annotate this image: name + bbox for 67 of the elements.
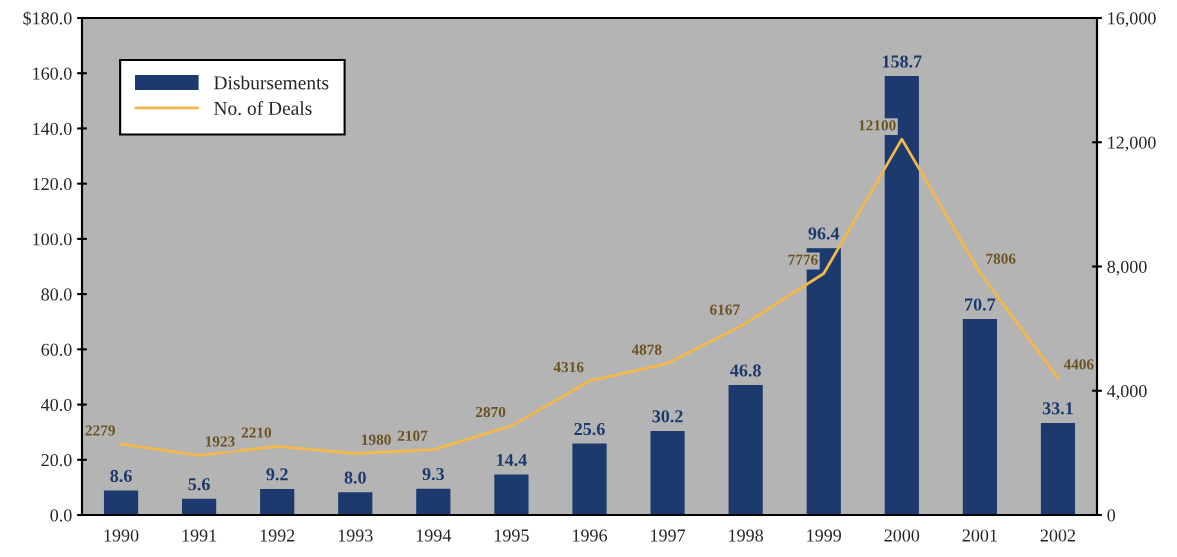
bar	[103, 490, 139, 515]
data-label: 6167	[710, 304, 740, 315]
data-label: 46.8	[730, 364, 761, 377]
y2-tick-label: 0	[1107, 509, 1116, 522]
data-label: 96.4	[808, 227, 840, 240]
data-label: 4878	[631, 344, 662, 355]
data-label: 14.4	[497, 453, 527, 467]
legend-label: No. of Deals	[214, 101, 312, 115]
y-tick-label: 20.0	[41, 454, 72, 467]
y2-tick-label: 8,000	[1107, 260, 1147, 276]
x-tick-label: 1999	[807, 529, 842, 542]
x-tick-label: 1992	[260, 529, 295, 542]
data-label: 4406	[1063, 359, 1094, 370]
bar	[338, 492, 373, 515]
y-tick-label: 120.0	[33, 177, 72, 191]
x-tick-label: 1994	[416, 529, 452, 542]
data-label: 1980	[362, 434, 391, 445]
data-label: 2279	[85, 425, 115, 436]
data-label: 4316	[553, 362, 584, 373]
data-label: 70.7	[965, 298, 996, 311]
y-tick-label: 40.0	[41, 398, 72, 412]
data-label: 12100	[859, 120, 896, 131]
data-label: 1923	[205, 436, 235, 447]
x-tick-label: 1993	[338, 529, 373, 542]
x-tick-label: 1996	[573, 529, 608, 542]
data-label: 8.6	[110, 469, 132, 483]
bar	[728, 385, 763, 515]
data-label: 8.0	[344, 471, 366, 484]
data-label: 30.2	[652, 410, 683, 423]
data-label: 2210	[241, 427, 272, 438]
bar	[572, 443, 607, 515]
bar	[260, 488, 295, 515]
y-tick-label: 60.0	[41, 343, 72, 356]
data-label: 5.6	[188, 478, 210, 491]
x-tick-label: 2001	[962, 529, 997, 542]
y-tick-label: 100.0	[33, 233, 72, 246]
y2-tick-label: 12,000	[1108, 136, 1156, 152]
y2-tick-label: 16,000	[1108, 12, 1156, 28]
bar	[416, 488, 451, 515]
data-label: 158.7	[882, 55, 922, 68]
legend-label: Disbursements	[214, 75, 329, 90]
x-tick-label: 2002	[1040, 529, 1076, 542]
y-tick-label: 140.0	[33, 122, 72, 135]
bar	[1040, 422, 1076, 515]
x-tick-label: 1997	[651, 529, 686, 542]
x-tick-label: 1995	[494, 529, 529, 542]
x-tick-label: 2000	[884, 529, 920, 542]
data-label: 9.2	[266, 468, 288, 481]
bar	[962, 319, 997, 515]
x-tick-label: 1990	[104, 529, 139, 542]
data-label: 2107	[397, 430, 428, 441]
bar	[494, 474, 529, 515]
x-tick-label: 1998	[729, 529, 764, 542]
data-label: 7776	[788, 254, 818, 265]
data-label: 25.6	[574, 422, 605, 436]
data-label: 7806	[986, 253, 1016, 264]
bar	[182, 498, 217, 515]
data-label: 9.3	[422, 467, 445, 481]
y-tick-label: 160.0	[33, 67, 72, 80]
bar	[650, 430, 685, 515]
y-tick-label: 0.0	[50, 509, 72, 522]
y-tick-label: $180.0	[23, 11, 72, 26]
x-tick-label: 1991	[182, 529, 217, 542]
data-label: 2870	[475, 406, 506, 418]
y-tick-label: 80.0	[41, 288, 72, 301]
data-label: 33.1	[1042, 402, 1073, 415]
y2-tick-label: 4,000	[1107, 385, 1147, 400]
